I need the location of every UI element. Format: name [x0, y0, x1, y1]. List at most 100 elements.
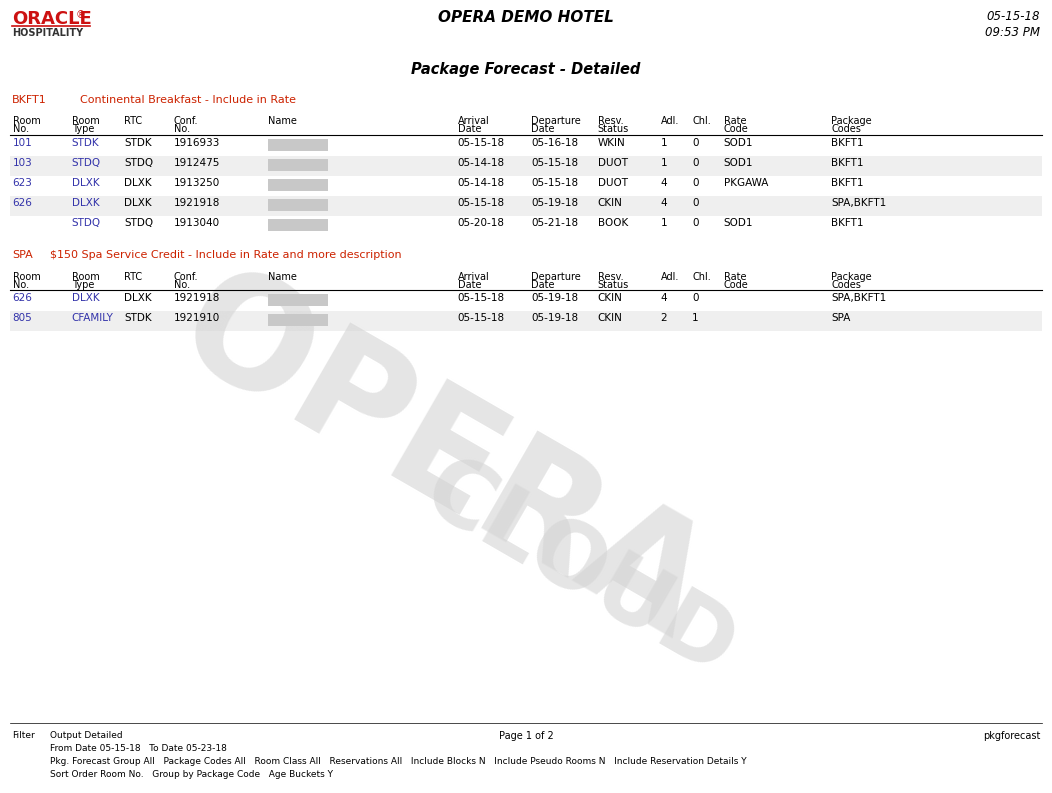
Bar: [268, 314, 328, 326]
Text: 103: 103: [13, 158, 33, 168]
Text: 1913040: 1913040: [174, 218, 220, 228]
Text: Adl.: Adl.: [661, 272, 679, 282]
Text: BOOK: BOOK: [598, 218, 628, 228]
Text: STDK: STDK: [72, 138, 99, 148]
Text: HOSPITALITY: HOSPITALITY: [12, 28, 83, 38]
Text: STDK: STDK: [124, 313, 151, 323]
Text: CFAMILY: CFAMILY: [72, 313, 114, 323]
Text: STDQ: STDQ: [124, 158, 154, 168]
Text: Conf.: Conf.: [174, 116, 198, 126]
Text: Output Detailed: Output Detailed: [50, 731, 123, 740]
Text: Resv.: Resv.: [598, 116, 623, 126]
Text: 05-16-18: 05-16-18: [531, 138, 579, 148]
Text: Room: Room: [72, 116, 99, 126]
Text: No.: No.: [174, 280, 189, 290]
Text: 1: 1: [661, 158, 667, 168]
Text: 05-15-18: 05-15-18: [458, 138, 505, 148]
Text: 4: 4: [661, 178, 667, 188]
Text: 05-15-18: 05-15-18: [987, 10, 1040, 23]
Text: 0: 0: [692, 218, 699, 228]
Text: pkgforecast: pkgforecast: [983, 731, 1040, 741]
Text: No.: No.: [174, 124, 189, 134]
Text: 0: 0: [692, 198, 699, 208]
Text: 1921910: 1921910: [174, 313, 220, 323]
Text: DLXK: DLXK: [72, 198, 99, 208]
Text: SOD1: SOD1: [724, 138, 753, 148]
Text: 05-14-18: 05-14-18: [458, 178, 505, 188]
Text: DLXK: DLXK: [124, 198, 151, 208]
Text: Package: Package: [831, 272, 872, 282]
Text: 1: 1: [661, 138, 667, 148]
Text: SPA,BKFT1: SPA,BKFT1: [831, 293, 887, 303]
Text: Package: Package: [831, 116, 872, 126]
Text: SPA,BKFT1: SPA,BKFT1: [831, 198, 887, 208]
Text: Codes: Codes: [831, 280, 861, 290]
Text: STDQ: STDQ: [72, 218, 101, 228]
Text: DLXK: DLXK: [124, 178, 151, 188]
Text: 0: 0: [692, 178, 699, 188]
Text: 05-15-18: 05-15-18: [458, 313, 505, 323]
Text: OPERA DEMO HOTEL: OPERA DEMO HOTEL: [438, 10, 614, 25]
Text: Status: Status: [598, 124, 629, 134]
Text: Name: Name: [268, 272, 297, 282]
Text: SOD1: SOD1: [724, 158, 753, 168]
Text: Filter: Filter: [12, 731, 35, 740]
Text: SPA: SPA: [831, 313, 850, 323]
Bar: [11, 156, 1041, 176]
Text: Name: Name: [268, 116, 297, 126]
Text: 09:53 PM: 09:53 PM: [985, 26, 1040, 39]
Text: Code: Code: [724, 280, 749, 290]
Text: 05-19-18: 05-19-18: [531, 293, 579, 303]
Text: STDQ: STDQ: [72, 158, 101, 168]
Text: Date: Date: [458, 280, 481, 290]
Text: STDK: STDK: [124, 138, 151, 148]
Text: Resv.: Resv.: [598, 272, 623, 282]
Text: 1921918: 1921918: [174, 293, 220, 303]
Text: Conf.: Conf.: [174, 272, 198, 282]
Text: No.: No.: [13, 280, 28, 290]
Text: 626: 626: [13, 293, 33, 303]
Text: 1921918: 1921918: [174, 198, 220, 208]
Text: Date: Date: [531, 280, 554, 290]
Text: 05-15-18: 05-15-18: [531, 158, 579, 168]
Bar: [268, 159, 328, 171]
Text: ORACLE: ORACLE: [12, 10, 92, 28]
Text: BKFT1: BKFT1: [831, 138, 864, 148]
Text: OPERA: OPERA: [153, 250, 731, 670]
Text: From Date 05-15-18   To Date 05-23-18: From Date 05-15-18 To Date 05-23-18: [50, 744, 227, 753]
Text: 05-15-18: 05-15-18: [531, 178, 579, 188]
Text: No.: No.: [13, 124, 28, 134]
Text: BKFT1: BKFT1: [831, 218, 864, 228]
Text: Departure: Departure: [531, 116, 581, 126]
Text: 4: 4: [661, 198, 667, 208]
Text: 1912475: 1912475: [174, 158, 220, 168]
Text: BKFT1: BKFT1: [12, 95, 46, 105]
Text: Adl.: Adl.: [661, 116, 679, 126]
Text: 0: 0: [692, 293, 699, 303]
Text: 1916933: 1916933: [174, 138, 220, 148]
Text: DLXK: DLXK: [124, 293, 151, 303]
Text: CLOUD: CLOUD: [407, 446, 750, 695]
Text: CKIN: CKIN: [598, 313, 623, 323]
Text: 805: 805: [13, 313, 33, 323]
Text: Rate: Rate: [724, 116, 746, 126]
Bar: [268, 294, 328, 306]
Text: 05-14-18: 05-14-18: [458, 158, 505, 168]
Text: WKIN: WKIN: [598, 138, 625, 148]
Text: RTC: RTC: [124, 116, 142, 126]
Text: 1913250: 1913250: [174, 178, 220, 188]
Text: 05-21-18: 05-21-18: [531, 218, 579, 228]
Text: 05-15-18: 05-15-18: [458, 198, 505, 208]
Text: PKGAWA: PKGAWA: [724, 178, 768, 188]
Text: Code: Code: [724, 124, 749, 134]
Text: Continental Breakfast - Include in Rate: Continental Breakfast - Include in Rate: [80, 95, 296, 105]
Text: Sort Order Room No.   Group by Package Code   Age Buckets Y: Sort Order Room No. Group by Package Cod…: [50, 770, 333, 779]
Text: Rate: Rate: [724, 272, 746, 282]
Text: Type: Type: [72, 124, 94, 134]
Text: Departure: Departure: [531, 272, 581, 282]
Text: SPA: SPA: [12, 250, 33, 260]
Text: 623: 623: [13, 178, 33, 188]
Bar: [268, 139, 328, 151]
Text: 05-20-18: 05-20-18: [458, 218, 505, 228]
Text: Chl.: Chl.: [692, 116, 711, 126]
